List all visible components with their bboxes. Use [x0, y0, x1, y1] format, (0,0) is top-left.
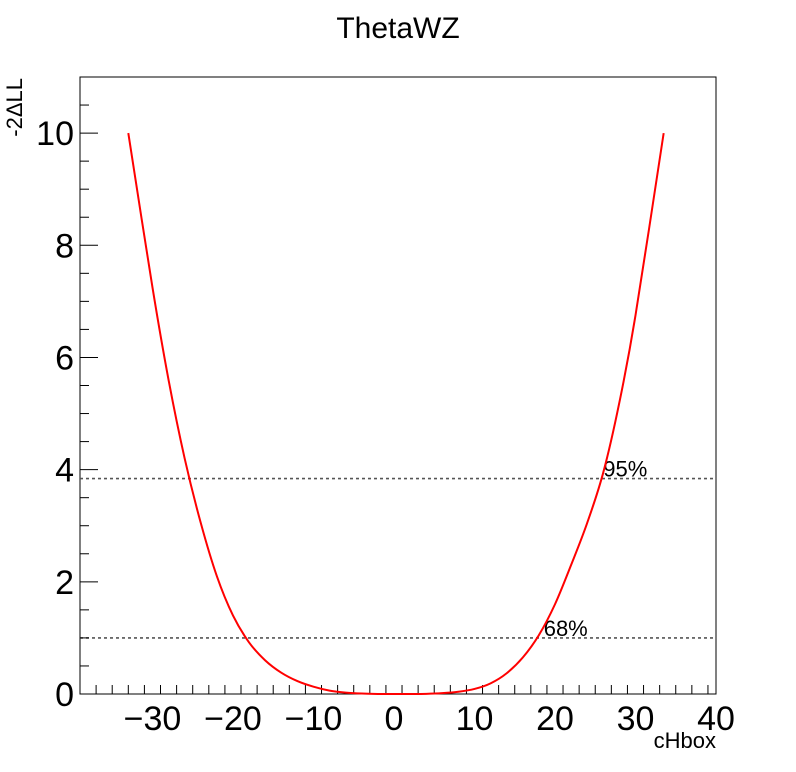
- y-tick-label: 10: [36, 115, 74, 153]
- x-tick-label: 30: [617, 700, 655, 738]
- series-group: [127, 132, 665, 696]
- y-tick-label: 6: [55, 339, 74, 377]
- y-tick-label: 2: [55, 564, 74, 602]
- y-axis: 0 2 4 6 8 10: [36, 76, 98, 714]
- y-tick-label: 0: [55, 676, 74, 714]
- y-tick-label: 4: [55, 452, 74, 490]
- y-axis-label: -2ΔLL: [2, 78, 27, 137]
- x-tick-label: 0: [385, 700, 404, 738]
- x-tick-label: −10: [285, 700, 343, 738]
- x-tick-label: −20: [204, 700, 262, 738]
- x-axis: −30 −20 −10 0 10 20 30 40: [79, 685, 735, 738]
- plot-frame: [79, 76, 717, 695]
- x-tick-label: 10: [456, 700, 494, 738]
- x-tick-label: 20: [536, 700, 574, 738]
- x-tick-label: 40: [697, 700, 735, 738]
- y-tick-label: 8: [55, 227, 74, 265]
- reference-line-label: 68%: [544, 616, 588, 641]
- x-axis-label: cHbox: [654, 728, 716, 753]
- reference-lines: 95% 68%: [80, 457, 716, 641]
- x-tick-label: −30: [124, 700, 182, 738]
- reference-line-label: 95%: [603, 457, 647, 482]
- series-line: [127, 132, 665, 696]
- chart-title: ThetaWZ: [336, 12, 459, 45]
